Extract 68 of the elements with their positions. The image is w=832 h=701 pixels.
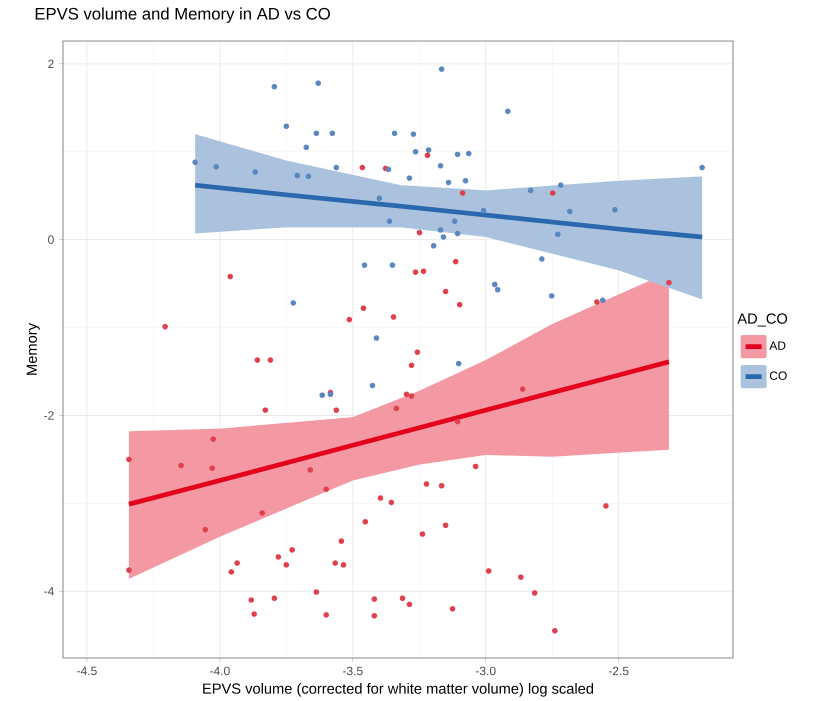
x-tick-label: -4.0 [210, 666, 230, 676]
point [438, 66, 444, 72]
point [528, 188, 534, 194]
x-tick-label: -2.5 [608, 666, 629, 676]
x-axis-title: EPVS volume (corrected for white matter volume) log scaled [203, 683, 594, 697]
point [386, 166, 392, 172]
y-tick-label: -2 [44, 411, 54, 420]
point [334, 164, 340, 170]
legend-label: AD [769, 341, 786, 350]
point [426, 147, 432, 153]
point [252, 169, 258, 175]
point [370, 382, 376, 388]
point [392, 130, 398, 136]
point [505, 108, 511, 114]
point [699, 164, 705, 170]
point [462, 178, 468, 184]
point [492, 282, 498, 288]
point [412, 148, 418, 155]
point [362, 262, 368, 268]
point [272, 84, 278, 90]
point [452, 218, 458, 224]
point [539, 256, 545, 262]
point [554, 232, 561, 238]
point [386, 218, 392, 224]
y-tick-label: 2 [48, 60, 54, 68]
line-series [126, 359, 672, 507]
point [376, 196, 382, 202]
point [284, 123, 290, 130]
point [558, 182, 564, 188]
point [303, 144, 310, 150]
point [294, 172, 300, 178]
point [319, 392, 326, 398]
point [440, 234, 446, 240]
line-series [192, 182, 704, 240]
point [374, 335, 380, 341]
point [454, 152, 460, 158]
point [466, 150, 472, 156]
point [600, 297, 606, 304]
point [390, 262, 396, 268]
legend-title: AD_CO [737, 313, 788, 327]
point [315, 80, 322, 86]
point [430, 242, 436, 249]
point [480, 208, 486, 214]
point [566, 208, 573, 214]
chart-title: EPVS volume and Memory in AD vs CO [36, 7, 330, 23]
point [306, 174, 312, 180]
point [438, 163, 444, 169]
point [454, 230, 460, 236]
y-axis-title: Memory [26, 323, 40, 375]
point [612, 206, 618, 213]
point [192, 159, 198, 166]
point [548, 293, 554, 299]
point [406, 175, 412, 181]
point [410, 131, 416, 137]
point [330, 130, 336, 136]
legend-label: CO [770, 371, 787, 380]
x-tick-label: -3.0 [476, 666, 496, 676]
y-tick-label: 0 [48, 235, 54, 244]
y-tick-label: -4 [44, 587, 54, 596]
x-tick-label: -4.5 [77, 666, 97, 676]
point [494, 286, 501, 293]
point [438, 227, 444, 233]
x-tick-label: -3.5 [343, 666, 363, 676]
point [290, 300, 296, 306]
point [213, 164, 219, 170]
point [446, 180, 452, 186]
point [314, 130, 320, 136]
point [456, 360, 462, 366]
